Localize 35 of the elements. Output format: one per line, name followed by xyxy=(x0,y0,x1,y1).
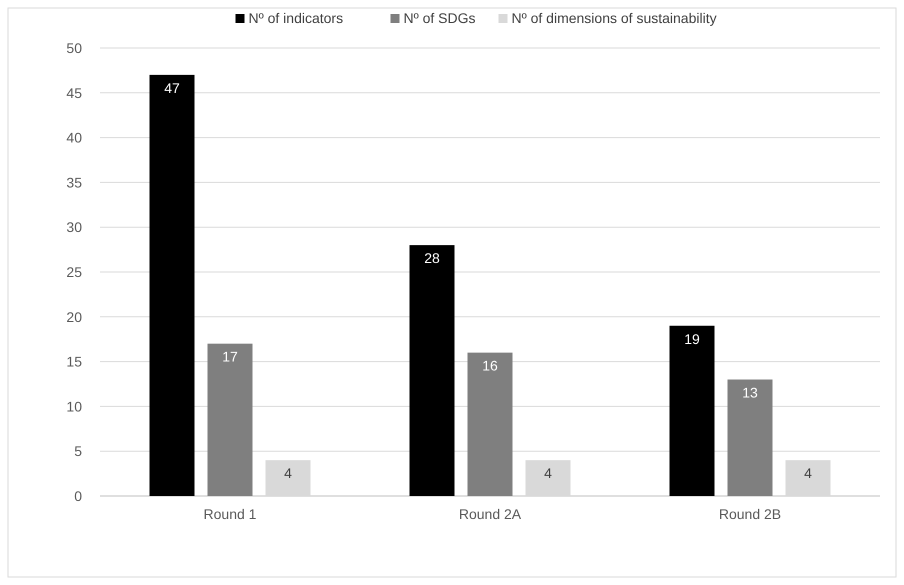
bar xyxy=(266,460,310,496)
bar xyxy=(410,245,454,496)
data-label: 4 xyxy=(544,465,552,482)
bar xyxy=(670,326,714,496)
data-label: 19 xyxy=(684,330,700,347)
legend-label: Nº of indicators xyxy=(248,10,344,26)
bar xyxy=(468,352,512,496)
data-label: 13 xyxy=(742,384,758,401)
bar xyxy=(208,344,252,496)
y-tick-label: 10 xyxy=(66,398,82,414)
legend-label: Nº of SDGs xyxy=(404,10,476,26)
y-tick-label: 25 xyxy=(66,264,82,280)
bar xyxy=(150,74,194,496)
y-tick-label: 0 xyxy=(74,488,82,504)
data-label: 4 xyxy=(804,465,812,482)
bar xyxy=(786,460,830,496)
y-tick-label: 30 xyxy=(66,219,82,236)
y-tick-label: 50 xyxy=(66,40,82,56)
bar xyxy=(728,380,772,496)
data-label: 16 xyxy=(482,358,498,374)
y-tick-label: 5 xyxy=(74,443,82,460)
y-tick-label: 45 xyxy=(66,84,82,101)
data-label: 4 xyxy=(284,465,292,482)
data-label: 28 xyxy=(424,250,440,266)
y-tick-label: 20 xyxy=(66,308,82,325)
data-label: 47 xyxy=(164,80,180,96)
legend-label: Nº of dimensions of sustainability xyxy=(512,10,717,26)
data-label: 17 xyxy=(222,348,238,365)
y-tick-label: 40 xyxy=(66,130,82,146)
bar xyxy=(526,460,570,496)
x-tick-label: Round 2B xyxy=(718,506,782,522)
x-tick-label: Round 2A xyxy=(458,506,522,522)
y-tick-label: 15 xyxy=(66,354,82,370)
y-tick-label: 35 xyxy=(66,174,82,190)
x-tick-label: Round 1 xyxy=(204,506,257,522)
